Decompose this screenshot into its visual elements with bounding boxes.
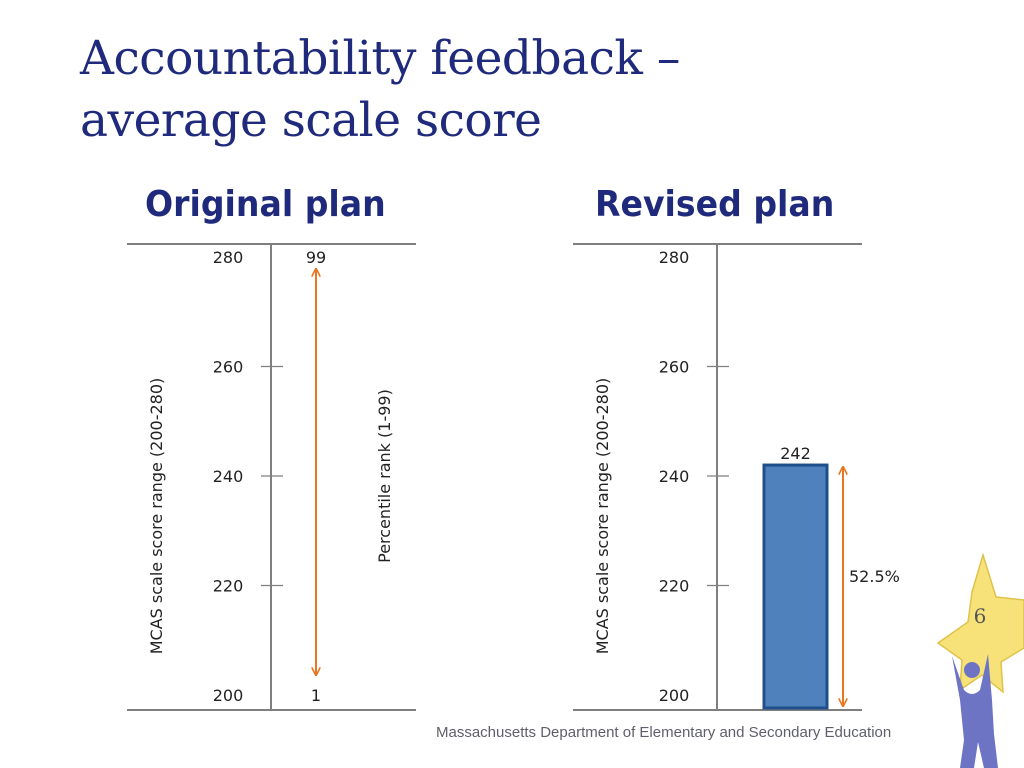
- revised-bar-242: [762, 463, 829, 710]
- y-tick-label-200: 200: [213, 686, 244, 705]
- revised-plan-heading: Revised plan: [595, 184, 835, 225]
- original-y-axis-label: MCAS scale score range (200-280): [147, 378, 166, 655]
- y-tick-label-200: 200: [659, 686, 690, 705]
- page-number: 6: [973, 604, 987, 628]
- person-figure: [952, 654, 998, 768]
- y-tick-label-280: 280: [213, 248, 244, 267]
- revised-y-axis-label: MCAS scale score range (200-280): [593, 378, 612, 655]
- y-tick-label-260: 260: [659, 358, 690, 377]
- original-percentile-axis-label: Percentile rank (1-99): [375, 389, 394, 563]
- y-tick-label-240: 240: [213, 467, 244, 486]
- slide-title-line-1: Accountability feedback –: [80, 31, 680, 86]
- y-tick-label-220: 220: [213, 577, 244, 596]
- y-tick-label-220: 220: [659, 577, 690, 596]
- revised-annotation-label: 52.5%: [849, 567, 900, 586]
- slide-title-line-2: average scale score: [80, 93, 542, 148]
- footer-text: Massachusetts Department of Elementary a…: [436, 724, 892, 741]
- revised-bar-value-label: 242: [780, 444, 811, 463]
- original-percentile-tick-99: 99: [306, 248, 326, 267]
- original-plan-chart: MCAS scale score range (200-280) Percent…: [127, 243, 416, 711]
- original-percentile-tick-1: 1: [311, 686, 321, 705]
- person-head: [964, 662, 980, 678]
- star-shape: [936, 552, 1024, 694]
- y-tick-label-280: 280: [659, 248, 690, 267]
- y-tick-label-260: 260: [213, 358, 244, 377]
- slide-title: Accountability feedback – average scale …: [80, 28, 680, 152]
- star-mascot-logo: [936, 552, 1024, 768]
- original-plan-heading: Original plan: [145, 184, 386, 225]
- revised-plan-chart: MCAS scale score range (200-280) 242 52.…: [573, 243, 900, 711]
- y-tick-label-240: 240: [659, 467, 690, 486]
